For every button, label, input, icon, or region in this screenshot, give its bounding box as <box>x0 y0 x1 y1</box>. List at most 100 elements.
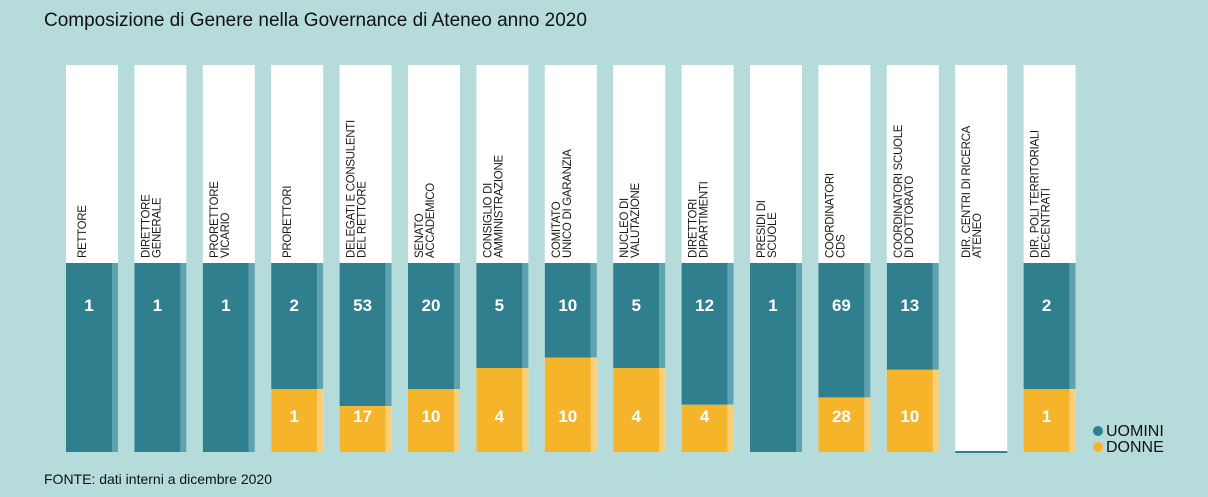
value-label: 20 <box>422 296 441 315</box>
category-label: CDS <box>835 234 847 258</box>
bar-women <box>886 369 933 452</box>
category-label: RETTORE <box>77 205 89 258</box>
category-label: COORDINATORI SCUOLE <box>893 124 905 258</box>
category-label: GENERALE <box>151 197 163 258</box>
bar-men <box>134 263 181 452</box>
value-label: 10 <box>558 407 577 426</box>
bar-men <box>544 263 591 358</box>
category-label: VICARIO <box>220 212 232 258</box>
value-label: 2 <box>1042 296 1051 315</box>
bar-shadow <box>522 263 529 368</box>
column-background <box>955 65 1008 452</box>
bar-men <box>886 263 933 370</box>
bar-shadow <box>1069 389 1076 452</box>
bar-men <box>408 263 454 389</box>
legend-label: UOMINI <box>1106 423 1164 440</box>
bar-shadow <box>864 397 871 452</box>
bar-women <box>681 404 728 452</box>
category-label: PRORETTORI <box>282 186 294 258</box>
bar-women <box>271 389 318 452</box>
bar-shadow <box>590 357 597 452</box>
category-label: ACCADEMICO <box>425 183 437 258</box>
value-label: 4 <box>700 407 710 426</box>
bar-shadow <box>248 263 255 452</box>
value-label: 5 <box>495 296 504 315</box>
chart-title: Composizione di Genere nella Governance … <box>44 10 587 31</box>
bar-men <box>476 263 523 368</box>
bar-shadow <box>385 406 392 452</box>
category-label: DELEGATI E CONSULENTI <box>346 120 358 258</box>
bar-women <box>1023 389 1070 452</box>
bar-shadow <box>317 389 324 452</box>
category-label: COORDINATORI <box>824 173 836 258</box>
value-label: 4 <box>631 407 641 426</box>
category-label: ATENEO <box>972 213 984 258</box>
bar-women <box>544 357 591 452</box>
bar-shadow <box>659 263 666 368</box>
bar-shadow <box>932 369 939 452</box>
bar-shadow <box>590 263 597 358</box>
bar-men <box>818 263 865 398</box>
bar-shadow <box>727 404 734 452</box>
bar-women <box>339 406 386 452</box>
value-label: 13 <box>900 296 919 315</box>
category-label: DECENTRATI <box>1041 188 1053 258</box>
category-label: DIR. POLI TERRITORIALI <box>1030 130 1042 258</box>
value-label: 1 <box>768 296 777 315</box>
bar-women <box>818 397 865 452</box>
bar-shadow <box>180 263 187 452</box>
value-label: 28 <box>832 407 851 426</box>
bar-women <box>476 368 523 452</box>
category-label: AMMINISTRAZIONE <box>493 155 505 258</box>
bar-men <box>613 263 660 368</box>
bar-shadow <box>659 368 666 452</box>
legend-marker <box>1093 442 1103 452</box>
bar-men <box>750 263 796 452</box>
category-label: DEL RETTORE <box>357 181 369 258</box>
bar-shadow <box>454 263 460 389</box>
value-label: 1 <box>289 407 298 426</box>
bar-shadow <box>932 263 939 370</box>
value-label: 53 <box>353 296 372 315</box>
value-label: 1 <box>1042 407 1051 426</box>
value-label: 1 <box>84 296 93 315</box>
source: FONTE: dati interni a dicembre 2020 <box>44 471 272 487</box>
value-label: 12 <box>695 296 714 315</box>
bar-shadow <box>317 263 324 389</box>
value-label: 69 <box>832 296 851 315</box>
bar-men <box>1023 263 1070 389</box>
category-label: SENATO <box>414 213 426 258</box>
bar-men <box>271 263 318 389</box>
value-label: 4 <box>495 407 505 426</box>
value-label: 1 <box>221 296 230 315</box>
value-label: 1 <box>153 296 162 315</box>
bar-shadow <box>112 263 118 452</box>
category-label: DIRETTORE <box>140 194 152 258</box>
bar-shadow <box>454 389 460 452</box>
category-label: COMITATO <box>551 201 563 258</box>
category-label: DIR. CENTRI DI RICERCA <box>961 125 973 258</box>
value-label: 10 <box>900 407 919 426</box>
bar-men <box>681 263 728 405</box>
category-label: PRESIDI DI <box>756 200 768 258</box>
value-label: 2 <box>289 296 298 315</box>
value-label: 17 <box>353 407 372 426</box>
category-label: VALUTAZIONE <box>630 183 642 258</box>
bar-women <box>408 389 454 452</box>
value-label: 5 <box>631 296 640 315</box>
legend-label: DONNE <box>1106 439 1164 456</box>
category-label: CONSIGLIO DI <box>482 183 494 258</box>
value-label: 10 <box>558 296 577 315</box>
bar-shadow <box>727 263 734 405</box>
category-label: DIRETTORI <box>688 199 700 258</box>
category-label: DI DOTTORATO <box>904 176 916 258</box>
bar-shadow <box>864 263 871 398</box>
category-label: DIPARTIMENTI <box>699 181 711 258</box>
bar-men <box>66 263 112 452</box>
legend-marker <box>1093 426 1103 436</box>
bar-shadow <box>796 263 802 452</box>
value-label: 10 <box>422 407 441 426</box>
category-label: NUCLEO DI <box>619 198 631 258</box>
bar-shadow <box>385 263 392 407</box>
